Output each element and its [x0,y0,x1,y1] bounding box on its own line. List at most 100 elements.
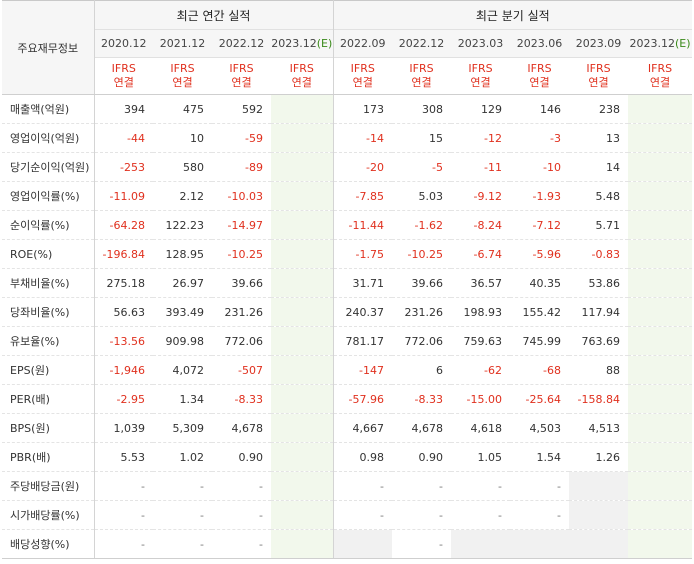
quarter-value-cell: -10.25 [392,239,451,269]
quarter-value-cell: -20 [333,152,392,182]
row-label: 순이익률(%) [2,210,95,240]
quarter-estimate-cell [628,442,693,472]
annual-period-header: 2020.12 [94,29,153,58]
quarter-value-cell: -6.74 [451,239,510,269]
quarter-value-cell: 772.06 [392,326,451,356]
quarter-value-cell: -12 [451,123,510,153]
annual-value-cell: - [212,471,271,501]
quarter-value-cell: -5 [392,152,451,182]
quarter-value-cell: 4,513 [569,413,628,443]
quarter-value-cell: 4,503 [510,413,569,443]
annual-estimate-cell [271,94,334,124]
row-label: 영업이익(억원) [2,123,95,153]
annual-estimate-cell [271,297,334,327]
quarter-value-cell: - [333,500,392,530]
annual-value-cell: -1,946 [94,355,153,385]
quarter-value-cell: -57.96 [333,384,392,414]
accounting-basis-label: IFRS 연결 [333,57,392,95]
annual-value-cell: 26.97 [153,268,212,298]
quarter-value-cell: -3 [510,123,569,153]
annual-value-cell: -2.95 [94,384,153,414]
annual-value-cell: -89 [212,152,271,182]
quarter-value-cell: -62 [451,355,510,385]
table-row: PER(배) -2.95 1.34 -8.33 -57.96 -8.33 -15.00 -25… [2,384,693,414]
quarter-value-cell: -1.62 [392,210,451,240]
row-label: 당기순이익(억원) [2,152,95,182]
table-row: PBR(배) 5.53 1.02 0.90 0.98 0.90 1.05 1.54 1.26 [2,442,693,472]
table-row: 당좌비율(%) 56.63 393.49 231.26 240.37 231.26 198.… [2,297,693,327]
quarter-value-cell: -5.96 [510,239,569,269]
quarter-value-cell: 0.90 [392,442,451,472]
annual-value-cell: 56.63 [94,297,153,327]
quarter-value-cell: -158.84 [569,384,628,414]
accounting-basis-label: IFRS 연결 [153,57,212,95]
quarter-estimate-cell [628,297,693,327]
annual-estimate-cell [271,442,334,472]
quarter-estimate-cell [628,268,693,298]
annual-estimate-cell [271,239,334,269]
basis-line-consolidated: 연결 [588,76,609,89]
annual-value-cell: - [153,471,212,501]
quarter-value-cell: 4,667 [333,413,392,443]
annual-value-cell: -10.03 [212,181,271,211]
quarter-value-cell: -0.83 [569,239,628,269]
annual-value-cell: 393.49 [153,297,212,327]
annual-estimate-cell [271,210,334,240]
row-label: 배당성향(%) [2,529,95,559]
quarter-value-cell: 763.69 [569,326,628,356]
basis-line-ifrs: IFRS [170,62,195,75]
basis-line-ifrs: IFRS [229,62,254,75]
quarter-period-header: 2023.03 [451,29,510,58]
basis-line-consolidated: 연결 [352,76,373,89]
quarter-value-cell: -11 [451,152,510,182]
annual-estimate-header: 2023.12(E) [271,29,334,58]
estimate-mark: (E) [674,37,691,50]
quarter-value-cell: 173 [333,94,392,124]
annual-estimate-cell [271,152,334,182]
quarter-estimate-cell [628,210,693,240]
annual-period-header: 2021.12 [153,29,212,58]
quarter-value-cell: - [392,529,451,559]
quarter-value-cell: 240.37 [333,297,392,327]
row-label: 매출액(억원) [2,94,95,124]
annual-value-cell: 592 [212,94,271,124]
annual-estimate-cell [271,384,334,414]
accounting-basis-label: IFRS 연결 [510,57,569,95]
annual-estimate-cell [271,413,334,443]
quarter-value-cell [569,529,628,559]
annual-estimate-cell [271,471,334,501]
annual-value-cell: 0.90 [212,442,271,472]
quarter-value-cell: 117.94 [569,297,628,327]
annual-value-cell: - [212,529,271,559]
quarter-value-cell: - [451,471,510,501]
accounting-basis-label: IFRS 연결 [212,57,271,95]
quarter-value-cell: 1.54 [510,442,569,472]
row-label: 주당배당금(원) [2,471,95,501]
quarter-estimate-cell [628,239,693,269]
table-row: 배당성향(%) - - - - [2,529,693,559]
quarter-value-cell: -1.93 [510,181,569,211]
quarter-value-cell: 129 [451,94,510,124]
accounting-basis-label: IFRS 연결 [94,57,153,95]
annual-value-cell: 1.34 [153,384,212,414]
row-label: BPS(원) [2,413,95,443]
annual-value-cell: -11.09 [94,181,153,211]
quarter-value-cell: 40.35 [510,268,569,298]
accounting-basis-label: IFRS 연결 [271,57,334,95]
quarter-value-cell: 759.63 [451,326,510,356]
quarter-value-cell: 31.71 [333,268,392,298]
estimate-period: 2023.12 [629,37,675,50]
quarter-value-cell: -8.33 [392,384,451,414]
row-label-header: 주요재무정보 [2,0,95,95]
basis-line-consolidated: 연결 [113,76,134,89]
row-label: 영업이익률(%) [2,181,95,211]
table-row: BPS(원) 1,039 5,309 4,678 4,667 4,678 4,618 4,50… [2,413,693,443]
quarter-value-cell: 231.26 [392,297,451,327]
quarter-value-cell: -1.75 [333,239,392,269]
annual-value-cell: 128.95 [153,239,212,269]
accounting-basis-label: IFRS 연결 [569,57,628,95]
table-row: ROE(%) -196.84 128.95 -10.25 -1.75 -10.25 -6.7… [2,239,693,269]
quarter-estimate-cell [628,384,693,414]
annual-value-cell: -507 [212,355,271,385]
basis-line-ifrs: IFRS [111,62,136,75]
